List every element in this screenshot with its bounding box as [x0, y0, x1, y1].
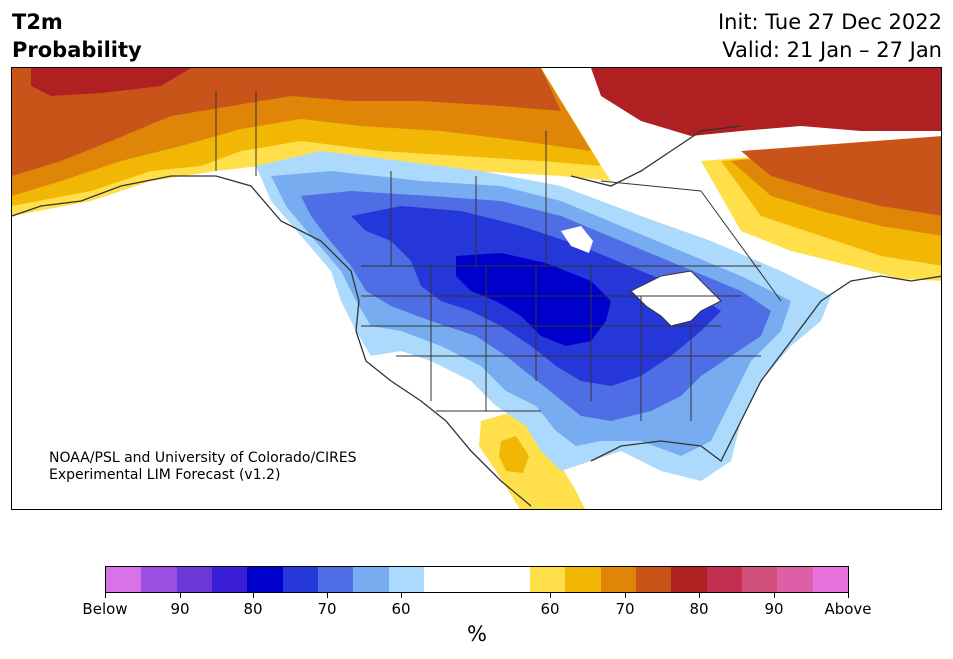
- colorbar-segment: [388, 567, 424, 592]
- colorbar-segment: [141, 567, 177, 592]
- coastlines: [12, 125, 941, 507]
- valid-date: Valid: 21 Jan – 27 Jan: [722, 38, 942, 62]
- colorbar-tick-mark: [180, 593, 181, 598]
- probability-map: [12, 68, 941, 509]
- colorbar-segment: [777, 567, 813, 592]
- colorbar-tick-mark: [848, 593, 849, 598]
- colorbar-segment: [671, 567, 707, 592]
- colorbar-tick-mark: [550, 593, 551, 598]
- colorbar-segment: [706, 567, 742, 592]
- colorbar-tick-label: 90: [170, 600, 190, 618]
- colorbar-segment: [423, 567, 530, 592]
- init-date: Init: Tue 27 Dec 2022: [717, 10, 942, 34]
- colorbar-tick-label: 70: [317, 600, 337, 618]
- colorbar-segment: [529, 567, 566, 592]
- colorbar-tick-mark: [625, 593, 626, 598]
- warm-80-band-arctic-east: [591, 68, 941, 136]
- colorbar-segment: [106, 567, 142, 592]
- colorbar-tick-label: 80: [689, 600, 709, 618]
- colorbar-tick-label: Below: [82, 600, 128, 618]
- title-line-2: Probability: [12, 38, 142, 62]
- colorbar-segment: [812, 567, 848, 592]
- colorbar-tick-mark: [327, 593, 328, 598]
- colorbar-segment: [600, 567, 636, 592]
- warm-75-band-northwest: [12, 68, 561, 176]
- hudson-bay-lake: [561, 226, 593, 253]
- colorbar-segment: [176, 567, 212, 592]
- warm-75-band-northeast: [741, 136, 941, 216]
- colorbar-segment: [565, 567, 601, 592]
- colorbar-tick-label: Above: [824, 600, 872, 618]
- colorbar-segment: [741, 567, 778, 592]
- title-line-1: T2m: [12, 10, 63, 34]
- forecast-dates: Init: Tue 27 Dec 2022 Valid: 21 Jan – 27…: [718, 8, 942, 64]
- credit-text: NOAA/PSL and University of Colorado/CIRE…: [49, 450, 357, 484]
- credit-line-2: Experimental LIM Forecast (v1.2): [49, 467, 281, 483]
- colorbar-tick-mark: [253, 593, 254, 598]
- colorbar-segment: [317, 567, 354, 592]
- great-lakes: [630, 270, 722, 327]
- colorbar-segment: [353, 567, 389, 592]
- colorbar-tick-label: 70: [615, 600, 635, 618]
- colorbar-tick-mark: [699, 593, 700, 598]
- colorbar-segment: [247, 567, 283, 592]
- colorbar-tick-label: 60: [540, 600, 560, 618]
- colorbar-tick-label: 60: [391, 600, 411, 618]
- colorbar-segment: [635, 567, 672, 592]
- map-panel: [11, 67, 942, 510]
- warm-80-band-arctic: [31, 68, 191, 96]
- map-title: T2m Probability: [12, 8, 142, 64]
- colorbar-tick-mark: [401, 593, 402, 598]
- warm-65-band-mexico: [499, 436, 529, 473]
- colorbar: [105, 566, 849, 593]
- colorbar-tick-mark: [105, 593, 106, 598]
- cold-80-band: [456, 253, 611, 346]
- colorbar-tick-label: 80: [243, 600, 263, 618]
- colorbar-tick-label: 90: [764, 600, 784, 618]
- credit-line-1: NOAA/PSL and University of Colorado/CIRE…: [49, 450, 357, 466]
- colorbar-unit: %: [467, 622, 487, 646]
- colorbar-tick-mark: [774, 593, 775, 598]
- colorbar-segment: [211, 567, 248, 592]
- colorbar-segment: [282, 567, 318, 592]
